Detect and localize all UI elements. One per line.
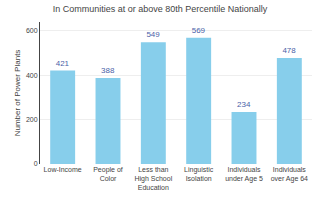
svg-text:200: 200 xyxy=(26,116,38,123)
svg-text:Low-Income: Low-Income xyxy=(44,166,82,173)
svg-text:People ofColor: People ofColor xyxy=(93,166,123,182)
svg-text:600: 600 xyxy=(26,27,38,34)
svg-text:Individualsover Age 64: Individualsover Age 64 xyxy=(271,166,308,183)
svg-text:LinguisticIsolation: LinguisticIsolation xyxy=(184,166,214,182)
svg-text:400: 400 xyxy=(26,72,38,79)
svg-text:388: 388 xyxy=(101,66,115,75)
svg-text:Individualsunder Age 5: Individualsunder Age 5 xyxy=(225,166,263,183)
svg-text:549: 549 xyxy=(146,30,160,39)
svg-text:421: 421 xyxy=(56,59,70,68)
svg-text:Less thanHigh SchoolEducation: Less thanHigh SchoolEducation xyxy=(134,166,172,191)
svg-text:Number of Power Plants: Number of Power Plants xyxy=(13,50,22,137)
svg-text:478: 478 xyxy=(282,46,296,55)
svg-text:0: 0 xyxy=(34,160,38,167)
svg-text:569: 569 xyxy=(192,26,206,35)
svg-text:234: 234 xyxy=(237,100,251,109)
svg-text:In Communities at or above 80t: In Communities at or above 80th Percenti… xyxy=(53,4,268,14)
